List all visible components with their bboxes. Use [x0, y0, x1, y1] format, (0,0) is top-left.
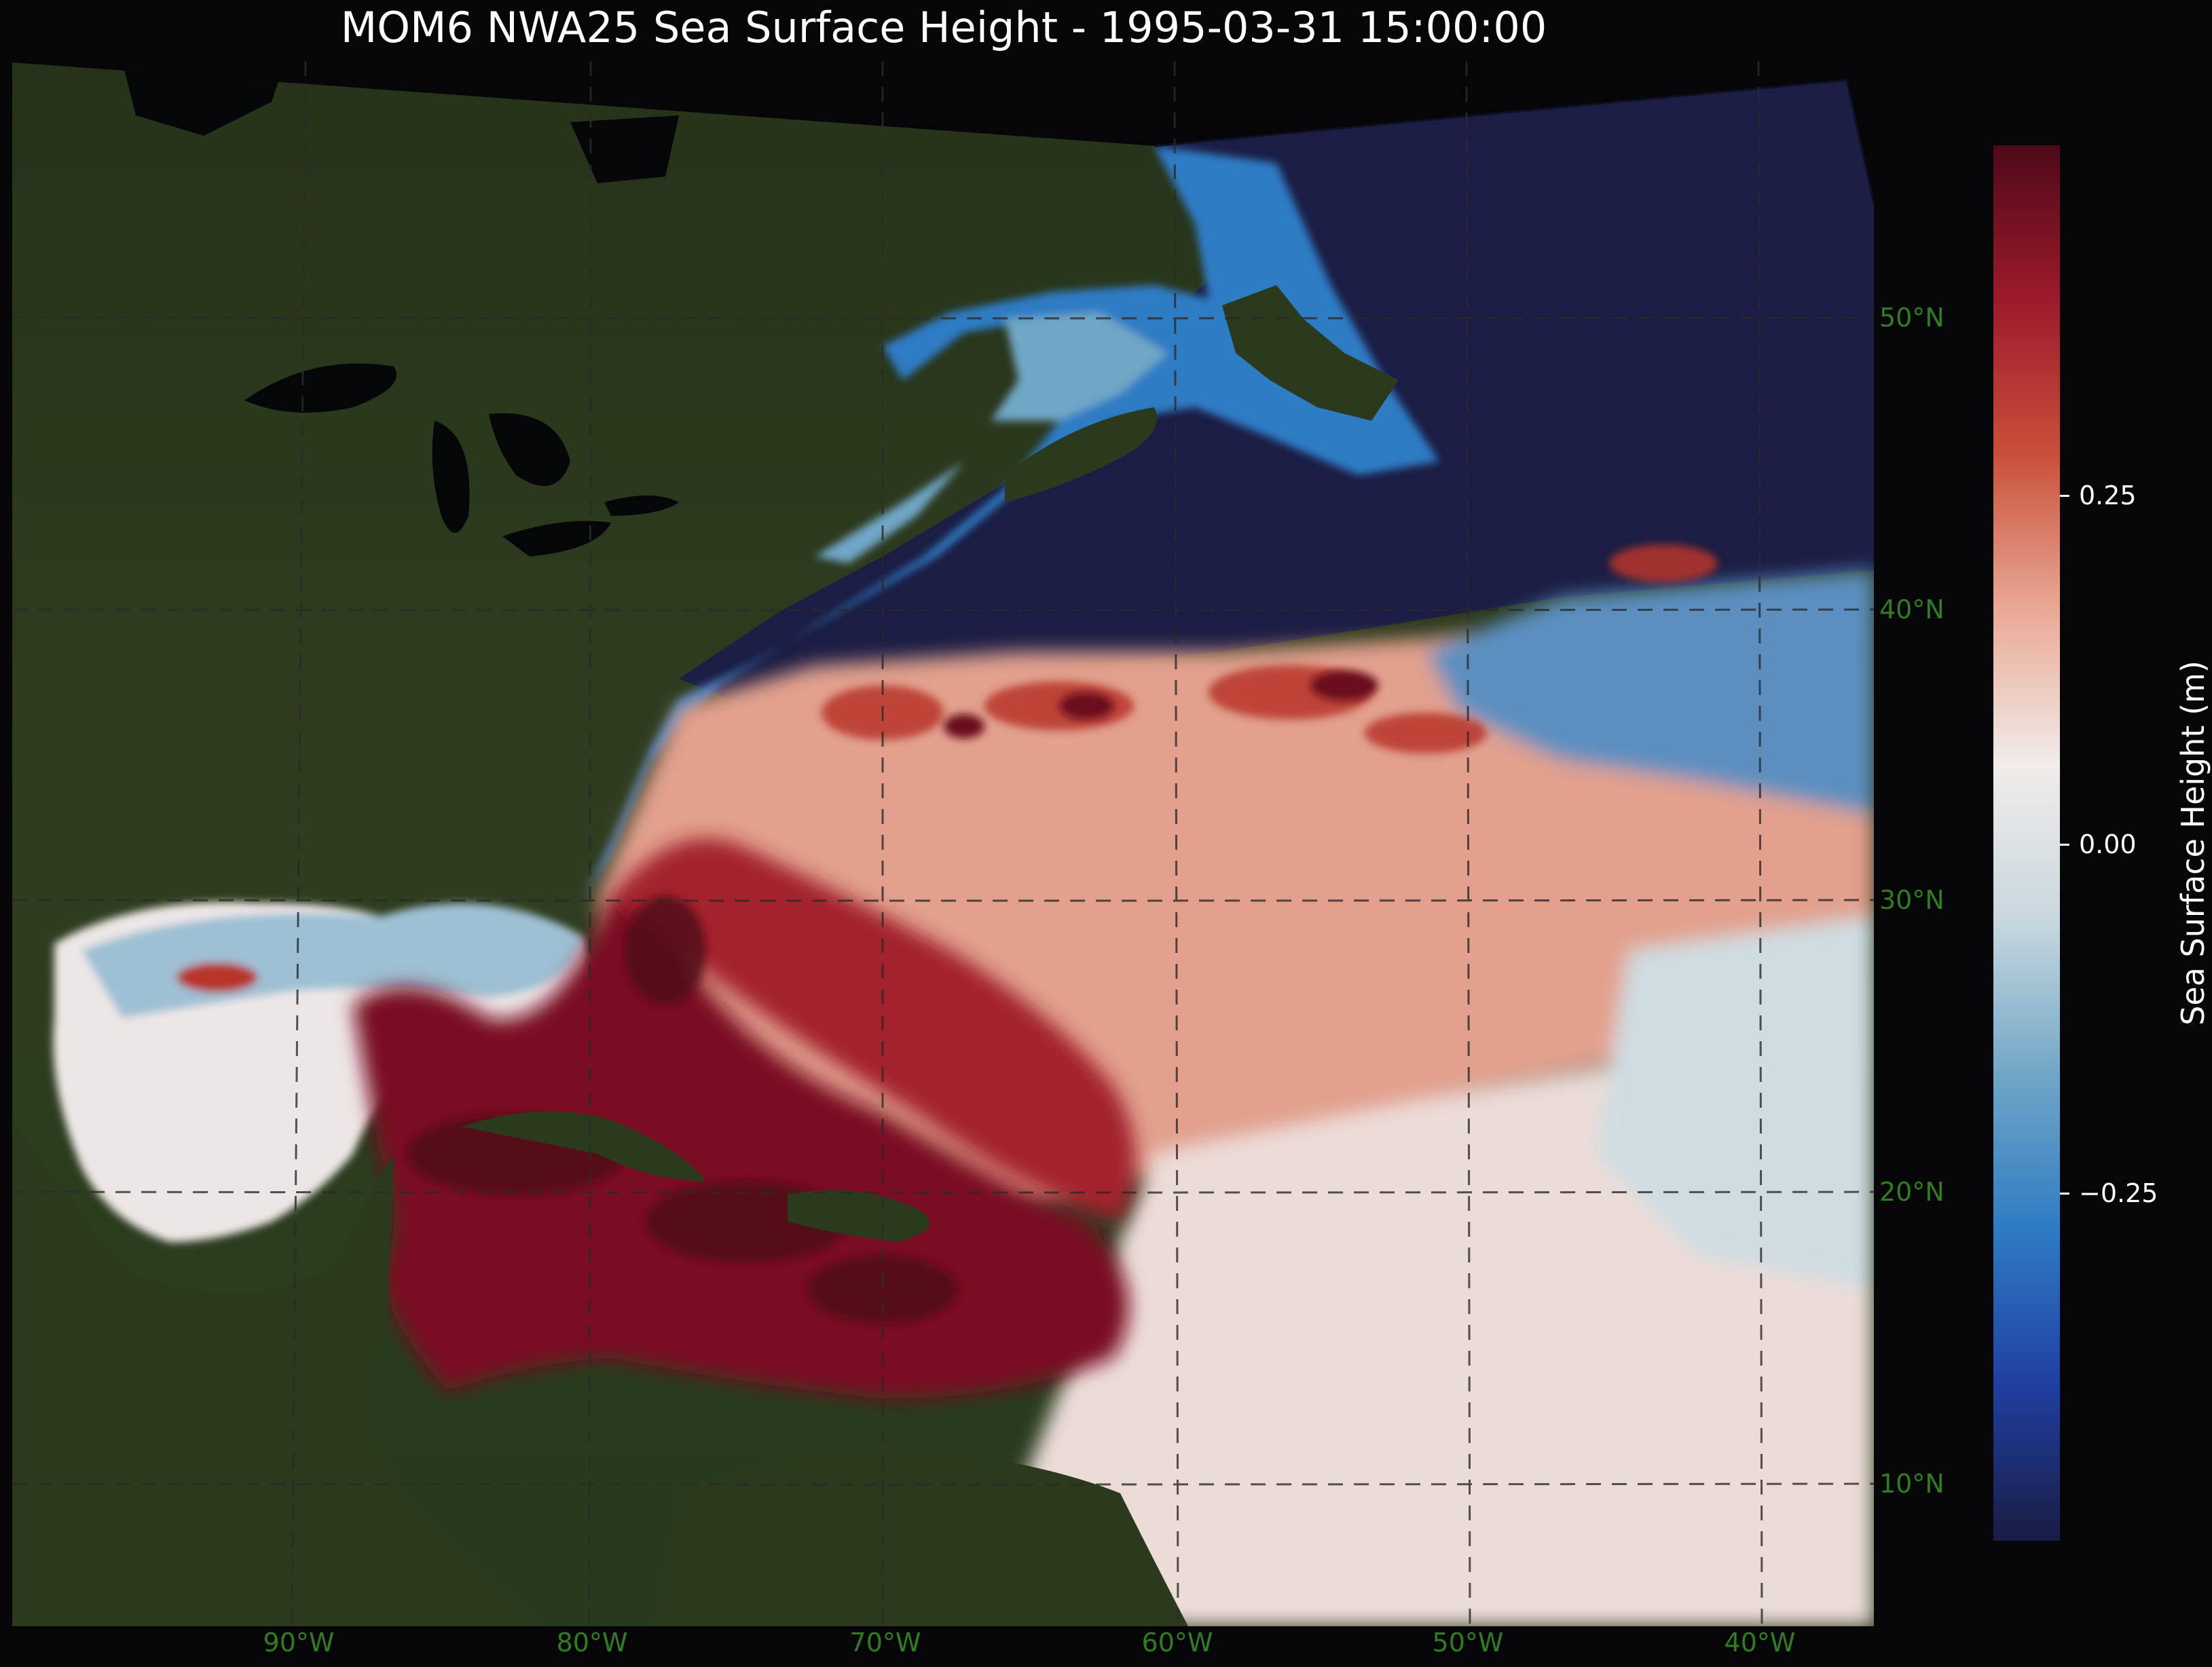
lat-label-20n: 20°N: [1879, 1177, 1944, 1207]
great-lakes: [122, 62, 679, 557]
lon-label-40w: 40°W: [1724, 1628, 1796, 1657]
lon-label-70w: 70°W: [849, 1628, 921, 1657]
colorbar-tick-label-025: 0.25: [2079, 481, 2137, 510]
colorbar: [1993, 145, 2060, 1541]
figure-title: MOM6 NWA25 Sea Surface Height - 1995-03-…: [340, 3, 1547, 52]
colorbar-tick-neg025: [2060, 1193, 2069, 1195]
lat-label-30n: 30°N: [1879, 885, 1944, 915]
lat-label-10n: 10°N: [1879, 1469, 1944, 1499]
colorbar-tick-label-neg025: −0.25: [2079, 1178, 2158, 1208]
lon-label-50w: 50°W: [1432, 1628, 1504, 1657]
colorbar-label: Sea Surface Height (m): [2175, 660, 2211, 1026]
ocean-field: [12, 62, 1874, 1626]
lon-label-60w: 60°W: [1141, 1628, 1213, 1657]
central-america-land: [12, 1120, 1188, 1626]
colorbar-tick-label-000: 0.00: [2079, 829, 2137, 859]
lat-label-50n: 50°N: [1879, 303, 1944, 333]
lon-label-90w: 90°W: [263, 1628, 335, 1657]
lon-label-80w: 80°W: [556, 1628, 628, 1657]
gulf-of-mexico: [53, 901, 590, 1242]
colorbar-tick-000: [2060, 844, 2069, 846]
maritime-land: [1005, 285, 1399, 502]
colorbar-tick-025: [2060, 495, 2069, 497]
gridlines: [12, 60, 1875, 1627]
caribbean-islands: [462, 1111, 930, 1242]
lat-label-40n: 40°N: [1879, 595, 1944, 624]
